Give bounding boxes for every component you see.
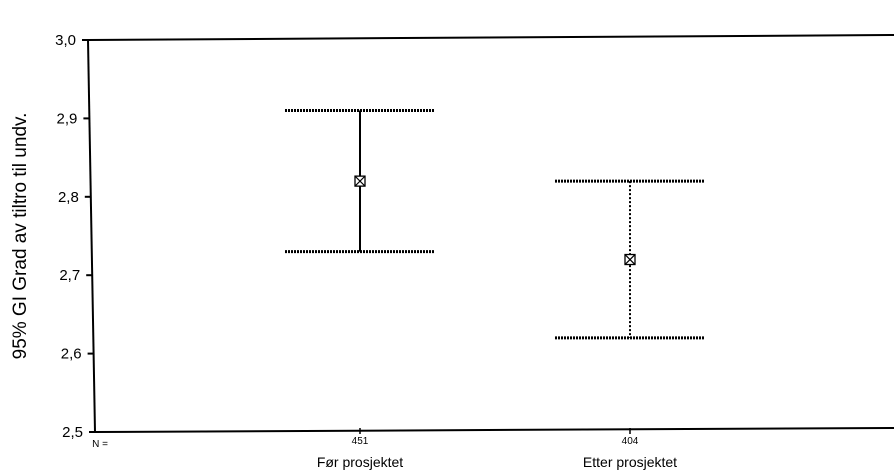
category-label: Etter prosjektet: [583, 454, 677, 470]
n-value: 404: [622, 436, 639, 447]
mean-marker: [354, 175, 366, 187]
n-value: 451: [352, 436, 369, 447]
y-tick-label: 2,7: [59, 267, 80, 284]
y-tick-label: 3,0: [55, 32, 76, 49]
y-tick-label: 2,5: [62, 424, 83, 441]
error-bars: [285, 109, 705, 340]
y-tick-label: 2,6: [61, 346, 82, 363]
y-axis-ticks: 2,5 2,6 2,7 2,8 2,9 3,0: [55, 32, 95, 441]
category-label: Før prosjektet: [317, 454, 403, 470]
y-tick-label: 2,8: [58, 189, 79, 206]
n-label: N =: [92, 439, 108, 450]
x-axis-labels: N = 451 Før prosjektet 404 Etter prosjektet: [92, 428, 677, 470]
y-axis-label: 95% GI Grad av tiltro til undv.: [10, 113, 31, 360]
y-tick-label: 2,9: [57, 110, 78, 127]
plot-frame: [87, 34, 894, 433]
mean-marker: [624, 253, 636, 266]
